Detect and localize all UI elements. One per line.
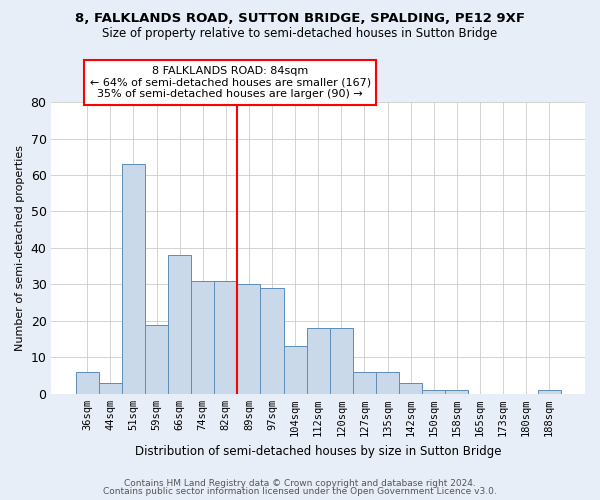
Bar xyxy=(99,383,122,394)
Text: Contains public sector information licensed under the Open Government Licence v3: Contains public sector information licen… xyxy=(103,488,497,496)
Bar xyxy=(122,164,145,394)
Text: Size of property relative to semi-detached houses in Sutton Bridge: Size of property relative to semi-detach… xyxy=(103,28,497,40)
Bar xyxy=(307,328,330,394)
Text: 8, FALKLANDS ROAD, SUTTON BRIDGE, SPALDING, PE12 9XF: 8, FALKLANDS ROAD, SUTTON BRIDGE, SPALDI… xyxy=(75,12,525,26)
Bar xyxy=(538,390,561,394)
Text: 8 FALKLANDS ROAD: 84sqm
← 64% of semi-detached houses are smaller (167)
35% of s: 8 FALKLANDS ROAD: 84sqm ← 64% of semi-de… xyxy=(89,66,371,99)
Bar xyxy=(214,281,238,394)
Bar xyxy=(260,288,284,394)
Bar xyxy=(145,324,168,394)
Bar xyxy=(330,328,353,394)
Bar xyxy=(284,346,307,394)
Bar xyxy=(445,390,469,394)
Bar xyxy=(191,281,214,394)
Bar xyxy=(353,372,376,394)
X-axis label: Distribution of semi-detached houses by size in Sutton Bridge: Distribution of semi-detached houses by … xyxy=(135,444,502,458)
Bar xyxy=(399,383,422,394)
Bar xyxy=(238,284,260,394)
Bar xyxy=(376,372,399,394)
Bar xyxy=(168,255,191,394)
Y-axis label: Number of semi-detached properties: Number of semi-detached properties xyxy=(15,145,25,351)
Bar xyxy=(422,390,445,394)
Bar xyxy=(76,372,99,394)
Text: Contains HM Land Registry data © Crown copyright and database right 2024.: Contains HM Land Registry data © Crown c… xyxy=(124,478,476,488)
